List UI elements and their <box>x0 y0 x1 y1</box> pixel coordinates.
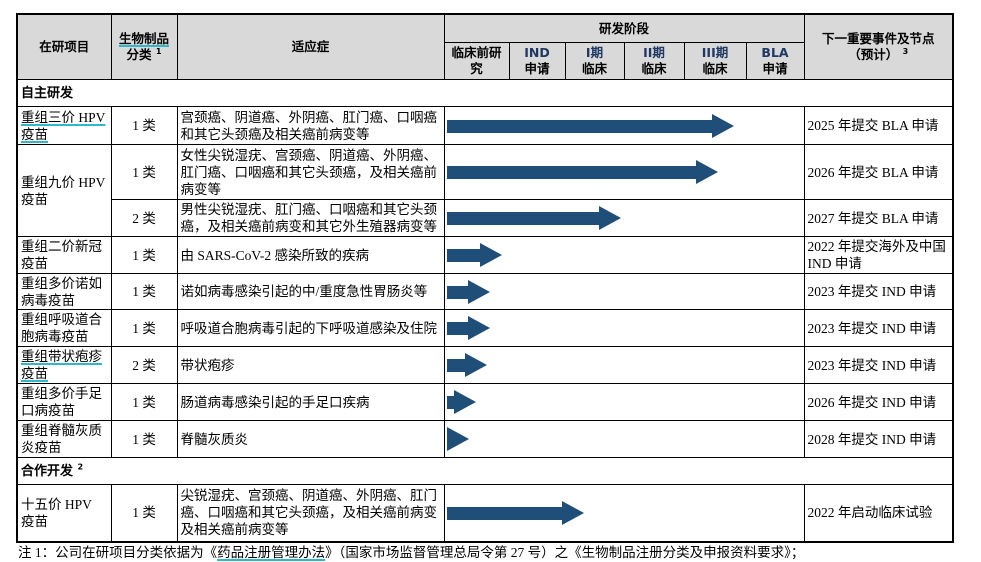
table-row: 2 类男性尖锐湿疣、肛门癌、口咽癌和其它头颈癌，及相关癌前病变和其它外生殖器病变… <box>17 199 954 237</box>
regulation-link[interactable]: 药品注册管理办法 <box>217 545 326 560</box>
next-event: 2028 年提交 IND 申请 <box>803 420 954 458</box>
classification: 1 类 <box>110 236 178 274</box>
progress-cell <box>443 383 805 421</box>
next-event: 2023 年提交 IND 申请 <box>803 273 954 310</box>
section-title: 自主研发 <box>16 79 954 107</box>
project-name: 重组多价手足口病疫苗 <box>16 383 112 421</box>
classification: 1 类 <box>110 420 178 458</box>
next-event: 2027 年提交 BLA 申请 <box>803 199 954 237</box>
project-name: 重组脊髓灰质炎疫苗 <box>16 420 112 458</box>
section-row: 自主研发 <box>16 79 954 107</box>
indication: 脊髓灰质炎 <box>176 420 445 458</box>
header-indication: 适应症 <box>176 13 445 80</box>
header-next-event: 下一重要事件及节点 （预计） 3 <box>803 13 954 80</box>
header-stage-bla: BLA 申请 <box>745 42 805 80</box>
indication: 女性尖锐湿疣、宫颈癌、阴道癌、外阴癌、肛门癌、口咽癌和其它头颈癌，及相关癌前病变… <box>176 144 445 200</box>
table-row: 重组脊髓灰质炎疫苗 1 类脊髓灰质炎 2028 年提交 IND 申请 <box>16 420 954 458</box>
project-name: 重组九价 HPV 疫苗 <box>16 144 112 237</box>
header-stage-phase1: I期 临床 <box>564 42 625 80</box>
classification: 1 类 <box>110 144 178 200</box>
section-row: 合作开发 2 <box>16 457 954 485</box>
project-name: 重组呼吸道合胞病毒疫苗 <box>16 309 112 347</box>
header-stage-preclinical: 临床前研究 <box>443 42 510 80</box>
next-event: 2025 年提交 BLA 申请 <box>803 106 954 145</box>
classification: 1 类 <box>110 106 178 145</box>
project-name: 重组多价诺如病毒疫苗 <box>16 273 112 310</box>
next-event: 2022 年提交海外及中国 IND 申请 <box>803 236 954 274</box>
project-name: 重组二价新冠疫苗 <box>16 236 112 274</box>
indication: 带状疱疹 <box>176 346 445 384</box>
footnote-ref-3: 3 <box>902 46 909 56</box>
pipeline-body: 自主研发 重组三价 HPV 疫苗 1 类宫颈癌、阴道癌、外阴癌、肛门癌、口咽癌和其它… <box>16 79 954 542</box>
progress-arrow-icon <box>446 243 502 267</box>
progress-arrow-icon <box>446 279 490 304</box>
progress-cell <box>443 236 805 274</box>
footnote-ref-1: 1 <box>155 46 162 56</box>
section-title: 合作开发 2 <box>16 457 954 485</box>
indication: 呼吸道合胞病毒引起的下呼吸道感染及住院 <box>176 309 445 347</box>
progress-cell <box>443 309 805 347</box>
table-row: 重组三价 HPV 疫苗 1 类宫颈癌、阴道癌、外阴癌、肛门癌、口咽癌和其它头颈癌及… <box>16 106 954 145</box>
classification: 1 类 <box>110 484 178 542</box>
indication: 诺如病毒感染引起的中/重度急性胃肠炎等 <box>176 273 445 310</box>
next-event: 2023 年提交 IND 申请 <box>803 346 954 384</box>
project-name: 重组三价 HPV 疫苗 <box>16 106 112 145</box>
next-event: 2023 年提交 IND 申请 <box>803 309 954 347</box>
classification: 1 类 <box>110 383 178 421</box>
classification: 2 类 <box>110 346 178 384</box>
next-event: 2026 年提交 IND 申请 <box>803 383 954 421</box>
indication: 尖锐湿疣、宫颈癌、阴道癌、外阴癌、肛门癌、口咽癌和其它头颈癌，及相关癌前病变及相… <box>176 484 445 542</box>
classification-link[interactable]: 生物制品 <box>118 31 169 46</box>
progress-cell <box>443 106 805 145</box>
progress-cell <box>443 346 805 384</box>
table-row: 重组二价新冠疫苗 1 类由 SARS-CoV-2 感染所致的疾病 2022 年提交… <box>16 236 954 274</box>
header-stage-group: 研发阶段 <box>443 13 805 43</box>
table-row: 重组九价 HPV 疫苗 1 类女性尖锐湿疣、宫颈癌、阴道癌、外阴癌、肛门癌、口咽癌… <box>16 144 954 237</box>
progress-cell <box>443 484 805 542</box>
header-project: 在研项目 <box>16 13 112 80</box>
indication: 由 SARS-CoV-2 感染所致的疾病 <box>176 236 445 274</box>
table-row: 重组呼吸道合胞病毒疫苗 1 类呼吸道合胞病毒引起的下呼吸道感染及住院 2023 年… <box>16 309 954 347</box>
progress-arrow-icon <box>446 113 734 138</box>
indication: 男性尖锐湿疣、肛门癌、口咽癌和其它头颈癌，及相关癌前病变和其它外生殖器病变等 <box>176 199 445 237</box>
header-classification: 生物制品 分类 1 <box>110 13 178 80</box>
progress-arrow-icon <box>446 353 487 377</box>
progress-arrow-icon <box>446 390 476 414</box>
classification: 1 类 <box>110 309 178 347</box>
header-stage-ind: IND 申请 <box>508 42 566 80</box>
progress-cell <box>443 420 805 458</box>
progress-arrow-icon <box>446 500 584 525</box>
progress-arrow-icon <box>446 160 718 184</box>
pipeline-table: 在研项目 生物制品 分类 1 适应症 研发阶段 下一重要事件及节点 （预计） 3… <box>16 13 955 543</box>
indication: 宫颈癌、阴道癌、外阴癌、肛门癌、口咽癌和其它头颈癌及相关癌前病变等 <box>176 106 445 145</box>
table-row: 重组带状疱疹疫苗 2 类带状疱疹 2023 年提交 IND 申请 <box>16 346 954 384</box>
footnote-1: 注 1：公司在研项目分类依据为《药品注册管理办法》（国家市场监督管理总局令第 2… <box>18 545 805 560</box>
classification: 2 类 <box>110 199 178 237</box>
header-stage-phase2: II期 临床 <box>623 42 685 80</box>
progress-arrow-icon <box>446 206 621 230</box>
project-name: 十五价 HPV 疫苗 <box>16 484 112 542</box>
table-row: 十五价 HPV 疫苗 1 类尖锐湿疣、宫颈癌、阴道癌、外阴癌、肛门癌、口咽癌和其它… <box>16 484 954 542</box>
table-row: 重组多价手足口病疫苗 1 类肠道病毒感染引起的手足口疾病 2026 年提交 IND… <box>16 383 954 421</box>
next-event: 2026 年提交 BLA 申请 <box>803 144 954 200</box>
progress-arrow-icon <box>446 316 490 340</box>
indication: 肠道病毒感染引起的手足口疾病 <box>176 383 445 421</box>
project-name: 重组带状疱疹疫苗 <box>16 346 112 384</box>
header-stage-phase3: III期 临床 <box>683 42 747 80</box>
table-row: 重组多价诺如病毒疫苗 1 类诺如病毒感染引起的中/重度急性胃肠炎等 2023 年提… <box>16 273 954 310</box>
progress-cell <box>443 273 805 310</box>
next-event: 2022 年启动临床试验 <box>803 484 954 542</box>
progress-cell <box>443 199 805 237</box>
progress-cell <box>443 144 805 200</box>
progress-arrow-icon <box>446 427 469 451</box>
classification: 1 类 <box>110 273 178 310</box>
